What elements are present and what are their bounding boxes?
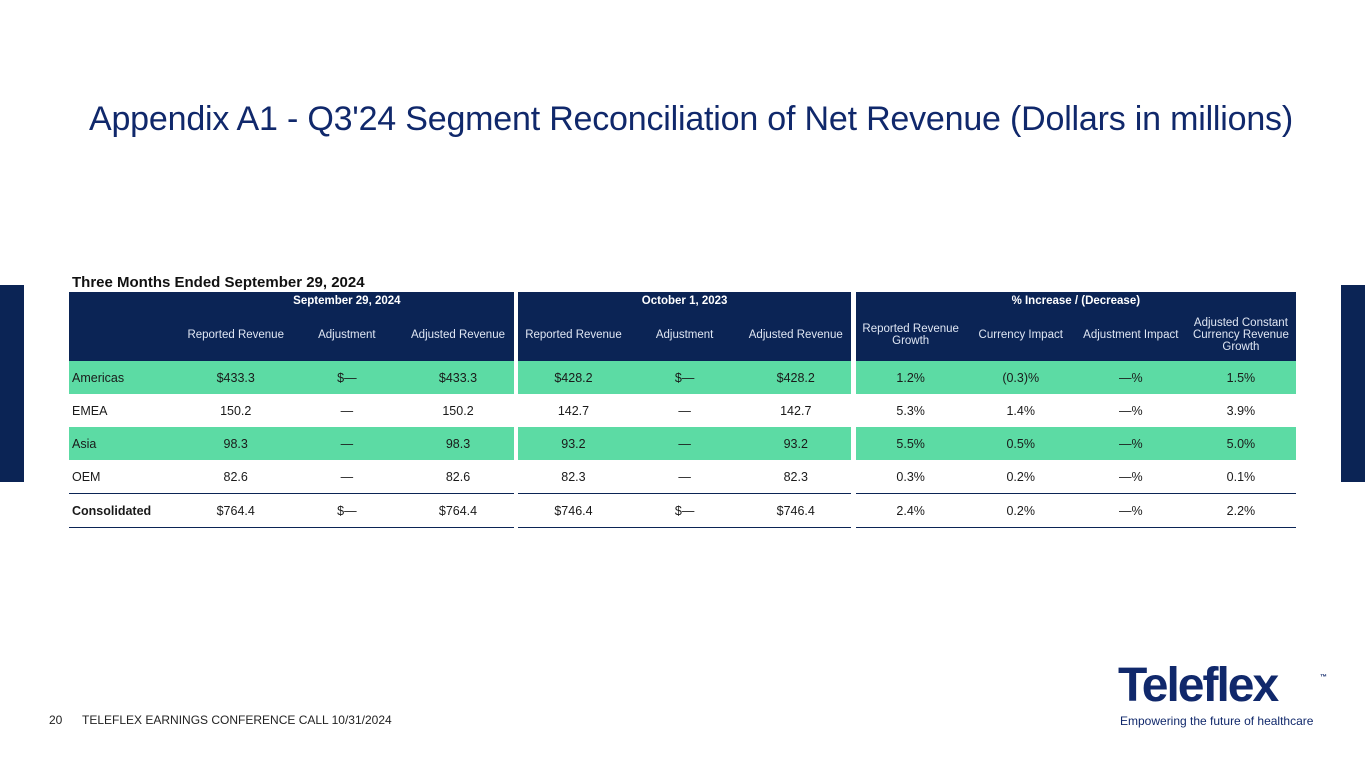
right-accent-bar — [1341, 285, 1365, 482]
table-cell: 3.9% — [1226, 403, 1256, 418]
group-header-sep-2024: September 29, 2024 — [180, 292, 514, 309]
table-cell: 82.3 — [740, 460, 852, 494]
column-header-blank — [69, 309, 181, 361]
column-header: Adjustment — [629, 309, 741, 361]
table-cell: 5.5% — [855, 427, 966, 460]
table-cell: — — [340, 403, 354, 418]
table-cell: $— — [291, 361, 403, 394]
table-cell: 82.3 — [517, 460, 630, 494]
table-row: EMEA 150.2 — 150.2 142.7 — 142.7 5.3% 1.… — [69, 394, 1296, 427]
table-cell: $428.2 — [740, 361, 852, 394]
table-cell: 150.2 — [442, 403, 474, 418]
row-label: Americas — [69, 361, 181, 394]
group-header-row: September 29, 2024 October 1, 2023 % Inc… — [69, 292, 1296, 309]
logo-trademark: ™ — [1320, 674, 1327, 681]
reconciliation-table: September 29, 2024 October 1, 2023 % Inc… — [69, 292, 1296, 528]
row-label: EMEA — [72, 403, 108, 418]
table-row-total: Consolidated $764.4 $— $764.4 $746.4 $— … — [69, 493, 1296, 528]
table-cell: 0.5% — [965, 427, 1076, 460]
row-label: Consolidated — [69, 493, 181, 528]
table-cell: — — [629, 460, 741, 494]
column-header: Adjustment — [291, 309, 403, 361]
logo-wordmark: Teleflex — [1118, 659, 1279, 712]
column-header: Reported Revenue — [517, 309, 630, 361]
table-cell: 0.2% — [965, 460, 1076, 494]
group-header-oct-2023: October 1, 2023 — [517, 292, 852, 309]
table-cell: — — [678, 403, 691, 418]
table-cell: $— — [629, 361, 741, 394]
table-cell: 5.0% — [1185, 427, 1296, 460]
column-header-row: Reported Revenue Adjustment Adjusted Rev… — [69, 309, 1296, 361]
table-cell: 1.4% — [1006, 403, 1035, 418]
table-cell: —% — [1075, 427, 1186, 460]
table-cell: $764.4 — [180, 493, 292, 528]
table-cell: $— — [629, 493, 741, 528]
table-row: Asia 98.3 — 98.3 93.2 — 93.2 5.5% 0.5% —… — [69, 427, 1296, 460]
table-cell: 82.6 — [180, 460, 292, 494]
table-cell: —% — [1075, 460, 1186, 494]
table-cell: 93.2 — [517, 427, 630, 460]
table-row: Americas $433.3 $— $433.3 $428.2 $— $428… — [69, 361, 1296, 394]
table-cell: 0.2% — [965, 493, 1076, 528]
column-header: Currency Impact — [965, 309, 1076, 361]
table-cell: $— — [291, 493, 403, 528]
table-cell: 2.2% — [1185, 493, 1296, 528]
table-cell: —% — [1075, 361, 1186, 394]
table-cell: 0.3% — [855, 460, 966, 494]
table-cell: $428.2 — [517, 361, 630, 394]
column-header: Adjusted Revenue — [402, 309, 514, 361]
table-cell: $746.4 — [517, 493, 630, 528]
column-header: Adjustment Impact — [1075, 309, 1186, 361]
table-cell: 142.7 — [780, 403, 812, 418]
slide-title: Appendix A1 - Q3'24 Segment Reconciliati… — [89, 100, 1293, 138]
table-cell: 5.3% — [896, 403, 925, 418]
table-cell: 0.1% — [1185, 460, 1296, 494]
column-header: Reported Revenue — [180, 309, 292, 361]
table-cell: — — [629, 427, 741, 460]
group-header-pct-change: % Increase / (Decrease) — [855, 292, 1296, 309]
column-header: Adjusted Revenue — [740, 309, 852, 361]
table-row: OEM 82.6 — 82.6 82.3 — 82.3 0.3% 0.2% —%… — [69, 460, 1296, 494]
table-cell: —% — [1075, 493, 1186, 528]
table-cell: $433.3 — [180, 361, 292, 394]
table-cell: $433.3 — [402, 361, 514, 394]
table-cell: 142.7 — [557, 403, 590, 418]
table-cell: 1.2% — [855, 361, 966, 394]
table-cell: 98.3 — [180, 427, 292, 460]
logo-tagline: Empowering the future of healthcare — [1120, 714, 1314, 728]
table-cell: $764.4 — [402, 493, 514, 528]
table-cell: 93.2 — [740, 427, 852, 460]
table-cell: $746.4 — [740, 493, 852, 528]
table-cell: — — [291, 427, 403, 460]
table-cell: —% — [1118, 403, 1143, 418]
column-header: Adjusted Constant Currency Revenue Growt… — [1185, 309, 1296, 361]
table-cell: (0.3)% — [965, 361, 1076, 394]
table-cell: 1.5% — [1185, 361, 1296, 394]
page-number: 20 — [49, 713, 63, 727]
table-cell: 150.2 — [220, 403, 252, 418]
group-header-blank — [69, 292, 181, 309]
row-label: Asia — [69, 427, 181, 460]
teleflex-logo: Teleflex ™ Empowering the future of heal… — [1118, 659, 1327, 729]
table-cell: 82.6 — [402, 460, 514, 494]
table-cell: 2.4% — [855, 493, 966, 528]
row-label: OEM — [69, 460, 181, 494]
footer-text: TELEFLEX EARNINGS CONFERENCE CALL 10/31/… — [82, 713, 392, 727]
table-cell: 98.3 — [402, 427, 514, 460]
table-caption: Three Months Ended September 29, 2024 — [72, 274, 365, 291]
table-cell: — — [291, 460, 403, 494]
left-accent-bar — [0, 285, 24, 482]
column-header: Reported Revenue Growth — [855, 309, 966, 361]
